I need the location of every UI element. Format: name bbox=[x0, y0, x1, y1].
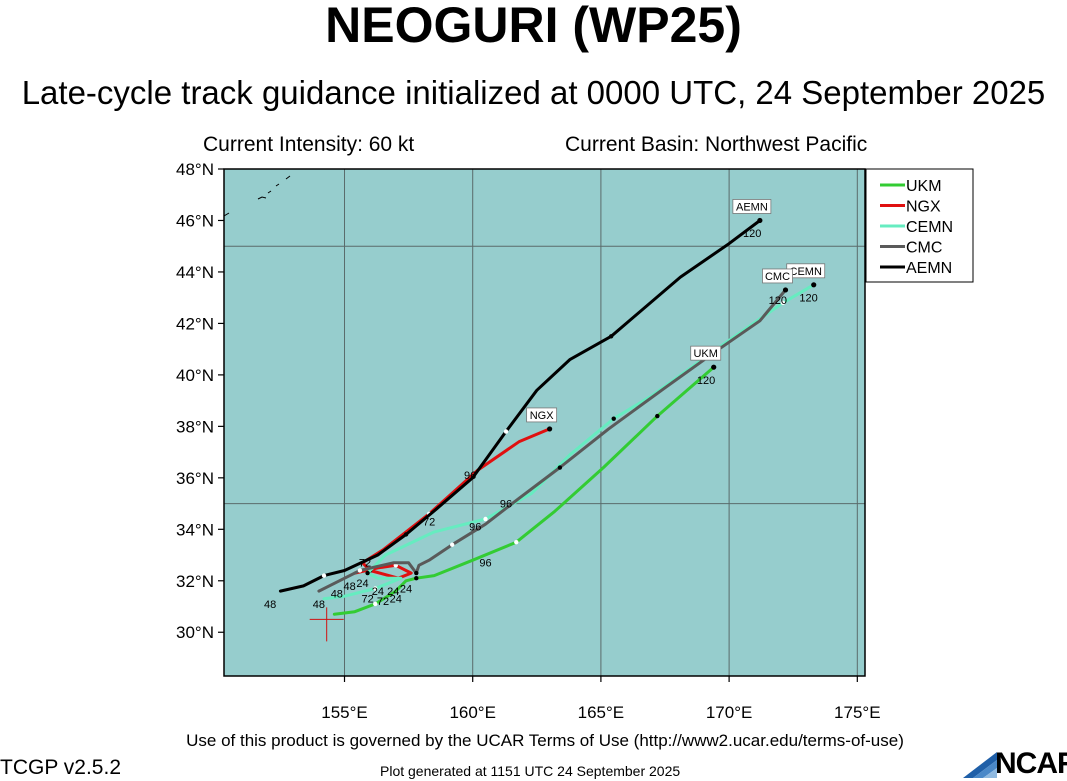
legend: UKM NGX CEMN CMC AEMN bbox=[865, 168, 974, 283]
track-point bbox=[414, 570, 419, 576]
track-point bbox=[373, 601, 378, 607]
track-end-label: NGX bbox=[530, 410, 555, 422]
track-point bbox=[449, 542, 455, 547]
track-end-label: UKM bbox=[693, 348, 717, 360]
track-point bbox=[514, 539, 519, 545]
version-label: TCGP v2.5.2 bbox=[0, 756, 121, 779]
y-tick-label: 32°N bbox=[176, 572, 214, 591]
track-end-point bbox=[757, 217, 763, 224]
forecast-hour-label: 48 bbox=[331, 588, 343, 600]
ncar-logo-text: NCAR bbox=[995, 747, 1067, 780]
map-grid bbox=[224, 169, 865, 676]
track-point bbox=[321, 573, 327, 578]
track-point bbox=[503, 429, 509, 434]
island-outline bbox=[224, 175, 291, 217]
y-tick-label: 40°N bbox=[176, 366, 214, 385]
track-end-label-box bbox=[732, 199, 772, 214]
track-end-point bbox=[811, 282, 817, 288]
track-point bbox=[611, 416, 616, 421]
x-tick-label: 155°E bbox=[321, 703, 368, 722]
chart-subtitle: Late-cycle track guidance initialized at… bbox=[21, 74, 1046, 111]
forecast-hour-label: 72 bbox=[377, 596, 389, 608]
track-end-label: AEMN bbox=[736, 201, 768, 213]
y-tick-label: 36°N bbox=[176, 469, 214, 488]
current-basin-label: Current Basin: Northwest Pacific bbox=[565, 133, 868, 156]
forecast-hour-label: 48 bbox=[264, 599, 276, 611]
track-end-label-box bbox=[526, 407, 558, 423]
forecast-hour-label: 96 bbox=[469, 522, 481, 534]
forecast-hour-label: 120 bbox=[743, 228, 761, 240]
track-point bbox=[373, 586, 378, 591]
forecast-hour-label: 24 bbox=[387, 586, 399, 598]
track-end-label-box bbox=[762, 268, 793, 284]
track-end-label: CMC bbox=[765, 271, 790, 283]
forecast-hour-label: 120 bbox=[697, 375, 715, 387]
forecast-hour-label: 48 bbox=[344, 581, 356, 593]
forecast-hour-label: 120 bbox=[769, 295, 787, 307]
track-point bbox=[780, 300, 786, 306]
coastline bbox=[224, 175, 291, 217]
track-line-ngx bbox=[353, 427, 552, 580]
forecast-hour-label: 24 bbox=[390, 594, 402, 606]
plot-frame bbox=[223, 168, 866, 677]
y-tick-label: 30°N bbox=[176, 623, 214, 642]
chart-title: NEOGURI (WP25) bbox=[325, 0, 742, 53]
y-tick-label: 38°N bbox=[176, 417, 214, 436]
track-point bbox=[365, 570, 370, 576]
y-tick-label: 48°N bbox=[176, 160, 214, 179]
legend-label-ngx: NGX bbox=[906, 199, 941, 216]
y-tick-label: 42°N bbox=[176, 314, 214, 333]
forecast-hour-label: 72 bbox=[359, 558, 371, 570]
legend-label-ukm: UKM bbox=[906, 178, 942, 195]
track-end-label: CEMN bbox=[790, 266, 822, 278]
y-tick-label: 44°N bbox=[176, 263, 214, 282]
forecast-hour-label: 72 bbox=[361, 594, 373, 606]
forecast-hour-label: 48 bbox=[313, 599, 325, 611]
track-point bbox=[608, 334, 614, 339]
x-tick-label: 165°E bbox=[578, 703, 625, 722]
track-end-point bbox=[711, 364, 717, 370]
legend-label-aemn: AEMN bbox=[906, 260, 952, 277]
x-tick-label: 160°E bbox=[449, 703, 496, 722]
forecast-hour-label: 96 bbox=[464, 470, 476, 482]
legend-label-cmc: CMC bbox=[906, 240, 942, 257]
y-tick-label: 46°N bbox=[176, 211, 214, 230]
track-point bbox=[557, 465, 563, 470]
forecast-hour-label: 24 bbox=[356, 578, 368, 590]
track-point bbox=[655, 413, 660, 419]
x-tick-label: 175°E bbox=[834, 703, 881, 722]
legend-label-cemn: CEMN bbox=[906, 219, 953, 236]
track-point bbox=[403, 532, 409, 537]
forecast-hour-label: 24 bbox=[400, 583, 412, 595]
track-end-point bbox=[782, 287, 789, 293]
axis-ticks: 155°E 160°E 165°E 170°E 175°E 30°N 32°N 34°N 36°… bbox=[176, 160, 881, 722]
terms-of-use: Use of this product is governed by the U… bbox=[186, 731, 904, 750]
track-line-aemn bbox=[278, 219, 762, 593]
forecast-hour-label: 96 bbox=[500, 498, 512, 510]
track-end-point bbox=[547, 426, 553, 432]
ncar-logo-mark-icon bbox=[963, 752, 997, 778]
x-tick-label: 170°E bbox=[706, 703, 753, 722]
forecast-hour-label: 72 bbox=[423, 516, 435, 528]
forecast-hour-label: 96 bbox=[479, 558, 491, 570]
track-point bbox=[414, 576, 419, 581]
track-point bbox=[483, 516, 488, 522]
forecast-hour-label: 24 bbox=[372, 586, 384, 598]
generated-timestamp: Plot generated at 1151 UTC 24 September … bbox=[380, 763, 681, 779]
y-tick-label: 34°N bbox=[176, 520, 214, 539]
track-end-label-box bbox=[690, 345, 722, 361]
model-tracks bbox=[278, 218, 816, 616]
ocean-background bbox=[224, 169, 865, 676]
legend-box bbox=[865, 168, 974, 283]
forecast-hour-label: 120 bbox=[799, 293, 817, 305]
current-intensity-label: Current Intensity: 60 kt bbox=[203, 133, 415, 156]
track-point bbox=[357, 568, 363, 573]
